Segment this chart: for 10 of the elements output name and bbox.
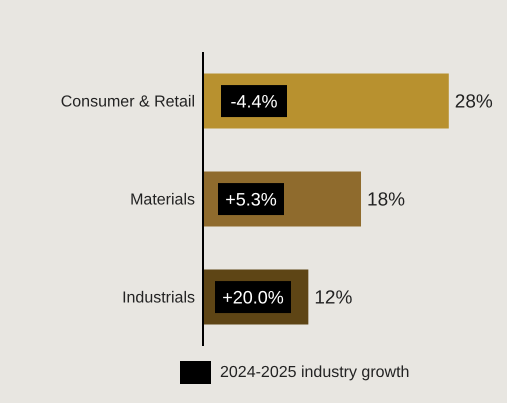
text: -4.4%	[230, 91, 278, 112]
y-tick-label: Consumer & Retail	[60, 94, 195, 111]
data-label: 18%	[367, 190, 406, 211]
data-label: 12%	[314, 288, 352, 309]
legend-label: 2024-2025 industry growth	[220, 364, 410, 382]
text: +20.0%	[222, 287, 284, 308]
y-tick-label: Industrials	[122, 290, 195, 307]
text: +5.3%	[225, 189, 277, 210]
data-label: 28%	[454, 92, 493, 113]
y-tick-label: Materials	[130, 192, 195, 209]
